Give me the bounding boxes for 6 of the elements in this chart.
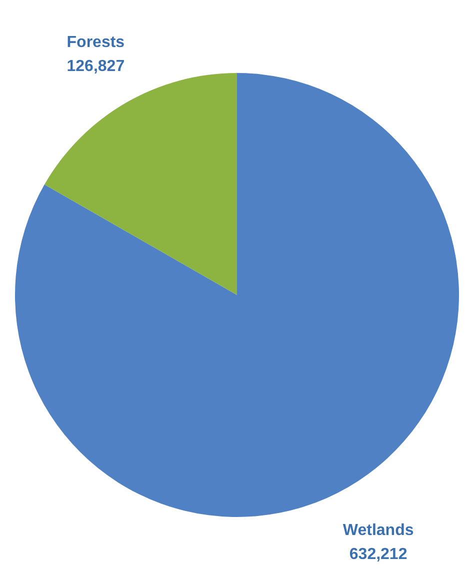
data-label: 126,827: [66, 58, 125, 75]
pie-slice: [15, 73, 459, 517]
slice-label: Wetlands: [342, 522, 414, 540]
data-label: 632,212: [349, 546, 408, 564]
slice-label: Forests: [66, 34, 125, 51]
pie-slice: [44, 73, 237, 295]
